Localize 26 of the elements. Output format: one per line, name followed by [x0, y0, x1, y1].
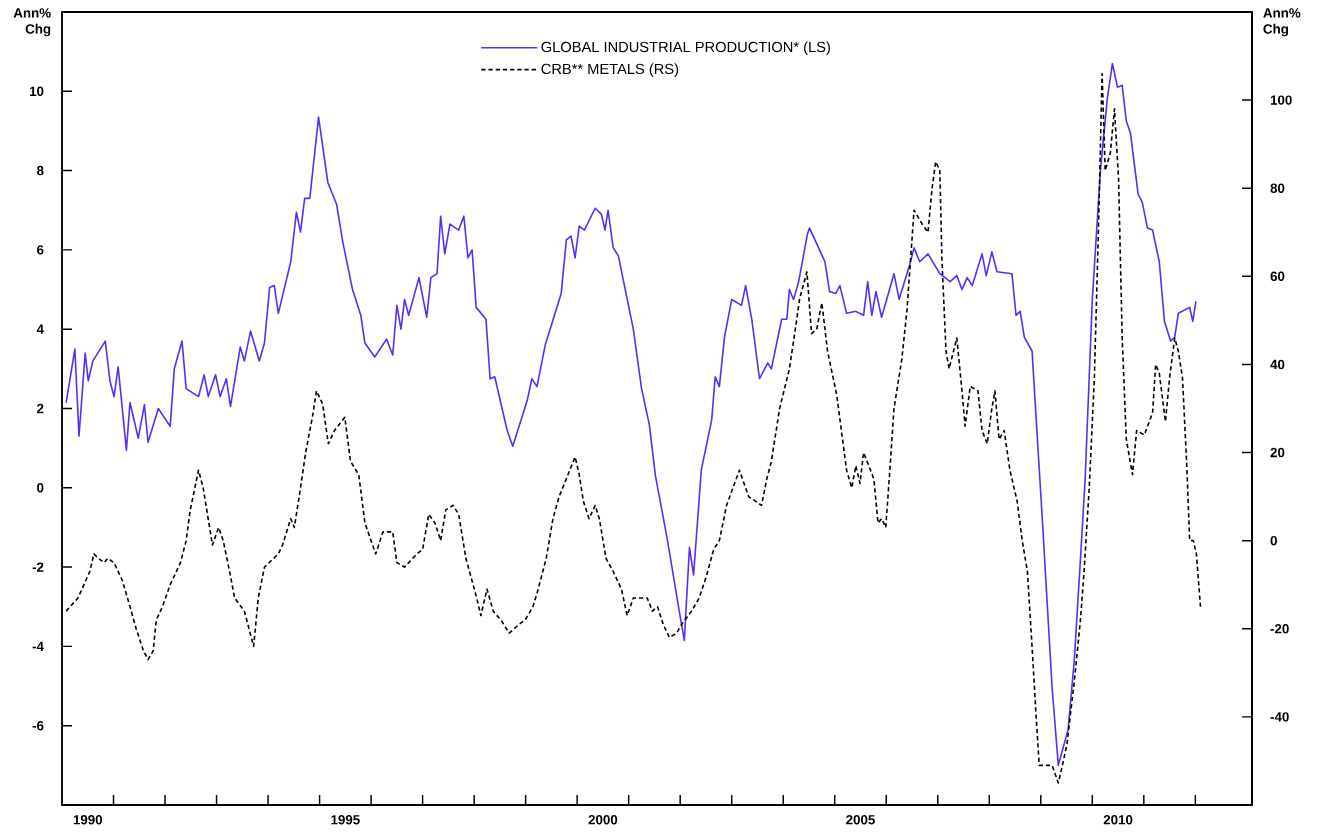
x-tick-label: 2005	[846, 815, 875, 825]
y-tick-label: 8	[36, 165, 44, 176]
y-tick-label: 6	[37, 245, 44, 255]
y2-tick-label: 80	[1270, 183, 1285, 193]
y2-axis-title: Ann% Chg	[1263, 8, 1301, 37]
y-tick-label: 0	[37, 483, 44, 493]
x-tick-label: 1995	[331, 815, 360, 825]
y-tick-label: 2	[37, 403, 44, 414]
legend-label: CRB** METALS (RS)	[541, 63, 679, 77]
y2-tick-label: 40	[1270, 359, 1285, 370]
y-tick-label: 10	[29, 86, 44, 96]
x-tick-label: 1990	[73, 815, 103, 825]
y-tick-label: -2	[32, 562, 44, 572]
y-axis-title: Ann% Chg	[13, 8, 51, 37]
y-tick-label: -4	[32, 641, 44, 651]
y2-tick-label: -40	[1270, 712, 1289, 722]
y2-tick-label: 100	[1270, 95, 1292, 105]
y2-tick-label: 20	[1270, 447, 1285, 458]
y2-tick-label: -20	[1270, 624, 1289, 634]
y2-tick-label: 60	[1270, 271, 1285, 282]
y-tick-label: -6	[32, 720, 44, 731]
y-tick-label: 4	[36, 324, 44, 334]
x-tick-label: 2010	[1103, 815, 1133, 825]
x-tick-label: 2000	[588, 815, 618, 825]
legend-label: GLOBAL INDUSTRIAL PRODUCTION* (LS)	[541, 41, 830, 56]
y2-tick-label: 0	[1270, 535, 1277, 546]
